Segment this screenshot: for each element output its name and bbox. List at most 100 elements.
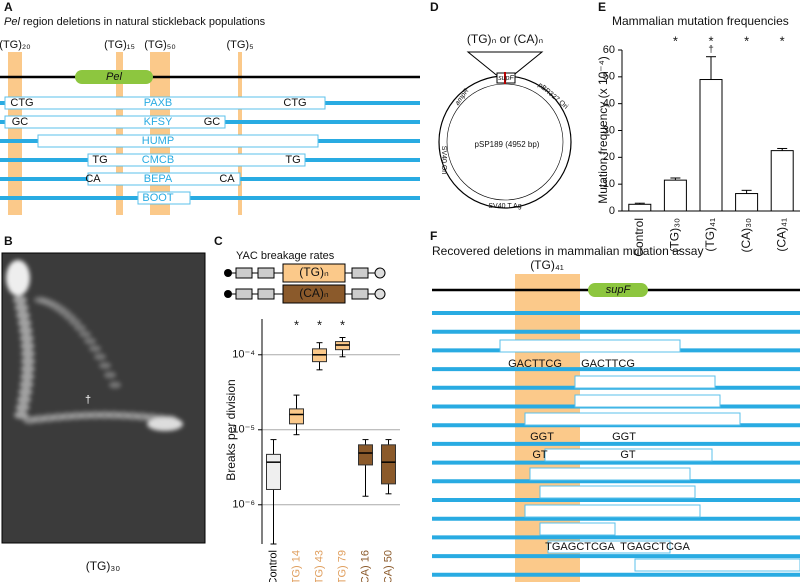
box (381, 444, 396, 485)
deletion (4, 115, 226, 129)
gel-mark: † (85, 394, 91, 406)
construct-element (235, 267, 253, 279)
band (16, 311, 31, 320)
deletion (539, 522, 616, 536)
x-tick-label: Control (632, 218, 646, 257)
junction-left: TG (92, 154, 107, 166)
band (94, 353, 106, 361)
panel-letter: A (4, 0, 13, 14)
panel-letter: D (430, 0, 439, 14)
population-name: KFSY (144, 116, 173, 128)
panel-letter: B (4, 234, 13, 248)
box (358, 444, 373, 466)
panel-letter: E (598, 0, 606, 14)
gene (588, 283, 648, 297)
population-name: PAXB (144, 97, 173, 109)
band (74, 324, 86, 332)
repeat-label: (TG)₅₀ (144, 39, 176, 51)
gel (1, 252, 206, 544)
y-axis-label: Breaks per division (224, 379, 238, 480)
construct-element (257, 267, 275, 279)
bar (628, 203, 652, 212)
telomere (224, 269, 232, 277)
population-name: BEPA (144, 173, 173, 185)
construct-label: (CA)ₙ (299, 286, 329, 300)
band (20, 372, 35, 381)
construct-element (235, 288, 253, 300)
significance: * (673, 33, 678, 48)
repeat-region (8, 52, 22, 215)
band (79, 330, 91, 338)
y-axis-label: Mutation frequency (x 10⁻⁴) (596, 56, 610, 204)
repeat-region (238, 52, 242, 215)
repeat-label: (TG)₅ (226, 39, 253, 51)
junction-right: GGT (612, 431, 636, 443)
deletion (574, 394, 721, 408)
band (20, 349, 35, 358)
band (14, 303, 29, 312)
deletion (37, 134, 319, 148)
construct-element (351, 288, 369, 300)
junction-left: CA (85, 173, 101, 185)
bar (663, 179, 687, 212)
feature-label: supF (498, 75, 514, 82)
x-tick-label: Control (267, 550, 279, 582)
band (147, 417, 183, 431)
deletion (529, 467, 691, 481)
significance: * (744, 33, 749, 48)
panel-title: Mammalian mutation frequencies (612, 14, 789, 28)
y-tick-label: 60 (603, 44, 615, 56)
junction-right: CA (219, 173, 235, 185)
deletion (137, 191, 191, 205)
centromere (374, 288, 386, 300)
x-tick-label: (TG)₃₀ (668, 218, 682, 253)
band (20, 357, 35, 366)
panel-letter: F (430, 229, 437, 243)
feature-label: pBR327 Ori (537, 82, 570, 111)
deletion (539, 485, 696, 499)
bar (770, 150, 794, 212)
junction-left: GGT (530, 431, 554, 443)
population-name: CMCB (142, 154, 174, 166)
band (18, 326, 33, 335)
y-tick-label: 20 (603, 151, 615, 163)
panel-letter: C (214, 234, 223, 248)
band (14, 411, 29, 419)
junction-right: GACTTCG (581, 358, 635, 370)
deletion (499, 339, 681, 353)
deletion (87, 153, 306, 167)
repeat-label: (TG)₁₅ (104, 39, 135, 51)
title-text: region deletions in natural stickleback … (20, 16, 266, 28)
band (84, 337, 96, 345)
repeat-insert (282, 263, 346, 283)
gene-label: supF (606, 284, 632, 296)
insert-label: (TG)ₙ or (CA)ₙ (467, 32, 543, 46)
box (289, 408, 304, 425)
deletion (87, 172, 241, 186)
plasmid-name: pSP189 (4952 bp) (475, 140, 540, 149)
band (104, 371, 116, 379)
junction-right: CTG (283, 97, 306, 109)
band (17, 395, 32, 404)
significance-dagger: † (708, 45, 714, 56)
panel-title: Pel region deletions in natural stickleb… (4, 16, 266, 28)
gel-label: (TG)₃₀ (86, 559, 121, 573)
deletion (547, 540, 671, 554)
telomere (224, 290, 232, 298)
y-tick-label: 50 (603, 71, 615, 83)
junction-right: GC (204, 116, 221, 128)
y-tick-label: 40 (603, 98, 615, 110)
feature-label: SV40 T Ag (488, 203, 521, 210)
junction-left: GT (532, 449, 548, 461)
x-tick-label: (CA)₃₀ (739, 218, 753, 253)
band (13, 296, 27, 304)
junction-left: GACTTCG (508, 358, 562, 370)
band (17, 319, 32, 327)
deletion (544, 448, 713, 462)
y-tick-label: 30 (603, 124, 615, 136)
band (20, 365, 35, 373)
junction-left: GC (12, 116, 29, 128)
repeat-label: (TG)₄₁ (530, 258, 564, 272)
population-name: BOOT (142, 192, 173, 204)
